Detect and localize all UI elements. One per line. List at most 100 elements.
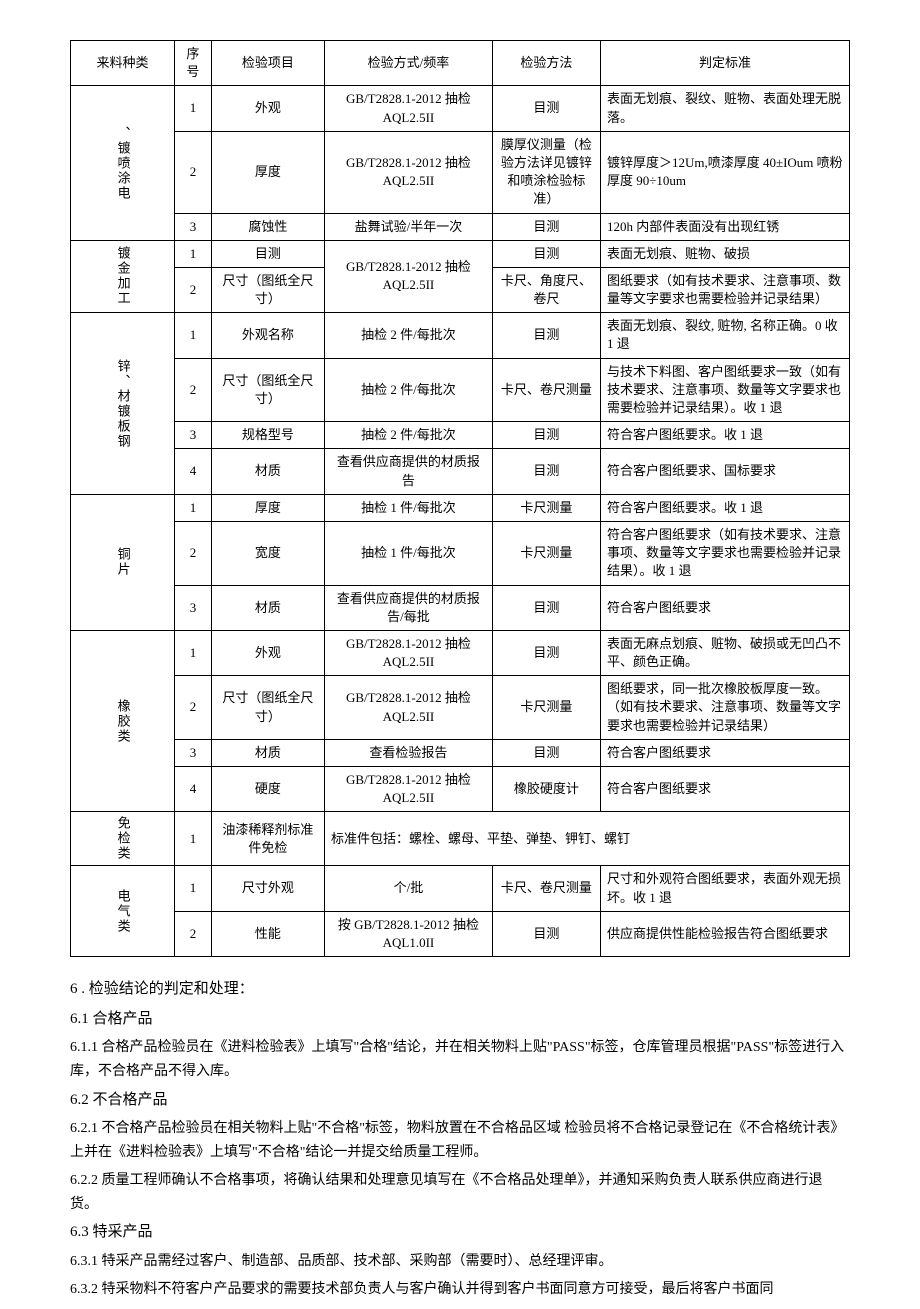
item-cell: 油漆稀释剂标准件免检 — [211, 812, 324, 866]
seq-cell: 3 — [174, 422, 211, 449]
freq-cell: 抽检 2 件/每批次 — [324, 313, 492, 358]
item-cell: 腐蚀性 — [211, 213, 324, 240]
method-cell: 目测 — [492, 313, 600, 358]
freq-cell: GB/T2828.1-2012 抽检 AQL2.5II — [324, 676, 492, 740]
criteria-cell: 符合客户图纸要求。收 1 退 — [600, 422, 849, 449]
header-category: 来料种类 — [71, 41, 175, 86]
seq-cell: 2 — [174, 267, 211, 312]
freq-cell: 抽检 1 件/每批次 — [324, 494, 492, 521]
table-row: 2 尺寸（图纸全尺寸） GB/T2828.1-2012 抽检 AQL2.5II … — [71, 676, 850, 740]
item-cell: 规格型号 — [211, 422, 324, 449]
table-row: 4 硬度 GB/T2828.1-2012 抽检 AQL2.5II 橡胶硬度计 符… — [71, 767, 850, 812]
freq-cell: GB/T2828.1-2012 抽检 AQL2.5II — [324, 630, 492, 675]
item-cell: 外观名称 — [211, 313, 324, 358]
seq-cell: 2 — [174, 131, 211, 213]
section-6-3: 6.3 特采产品 — [70, 1220, 850, 1246]
table-row: 4 材质 查看供应商提供的材质报告 目测 符合客户图纸要求、国标要求 — [71, 449, 850, 494]
category-cell: 橡胶类 — [71, 630, 175, 812]
category-cell: 免检类 — [71, 812, 175, 866]
freq-cell: 盐舞试验/半年一次 — [324, 213, 492, 240]
item-cell: 尺寸（图纸全尺寸） — [211, 676, 324, 740]
table-row: 锌、材镀板钢 1 外观名称 抽检 2 件/每批次 目测 表面无划痕、裂纹, 赃物… — [71, 313, 850, 358]
header-freq: 检验方式/频率 — [324, 41, 492, 86]
criteria-cell: 表面无划痕、裂纹, 赃物, 名称正确。0 收 1 退 — [600, 313, 849, 358]
paragraph-6-3-2: 6.3.2 特采物料不符客户产品要求的需要技术部负责人与客户确认并得到客户书面同… — [70, 1278, 850, 1302]
criteria-cell: 尺寸和外观符合图纸要求，表面外观无损坏。收 1 退 — [600, 866, 849, 911]
freq-cell: 抽检 1 件/每批次 — [324, 521, 492, 585]
category-cell: 锌、材镀板钢 — [71, 313, 175, 495]
item-cell: 尺寸（图纸全尺寸） — [211, 358, 324, 422]
paragraph-6-2-1: 6.2.1 不合格产品检验员在相关物料上贴"不合格"标签，物料放置在不合格品区域… — [70, 1117, 850, 1165]
method-cell: 目测 — [492, 240, 600, 267]
table-row: 3 材质 查看供应商提供的材质报告/每批 目测 符合客户图纸要求 — [71, 585, 850, 630]
item-cell: 外观 — [211, 86, 324, 131]
header-item: 检验项目 — [211, 41, 324, 86]
item-cell: 厚度 — [211, 494, 324, 521]
item-cell: 目测 — [211, 240, 324, 267]
text-section: 6 . 检验结论的判定和处理： 6.1 合格产品 6.1.1 合格产品检验员在《… — [70, 977, 850, 1301]
table-row: 2 宽度 抽检 1 件/每批次 卡尺测量 符合客户图纸要求（如有技术要求、注意事… — [71, 521, 850, 585]
item-cell: 尺寸（图纸全尺寸） — [211, 267, 324, 312]
section-6: 6 . 检验结论的判定和处理： — [70, 977, 850, 1003]
method-cell: 目测 — [492, 422, 600, 449]
table-row: 、镀喷涂电 1 外观 GB/T2828.1-2012 抽检 AQL2.5II 目… — [71, 86, 850, 131]
table-row: 镀金加工 1 目测 GB/T2828.1-2012 抽检 AQL2.5II 目测… — [71, 240, 850, 267]
freq-cell: 查看供应商提供的材质报告 — [324, 449, 492, 494]
seq-cell: 2 — [174, 521, 211, 585]
criteria-cell: 120h 内部件表面没有出现红锈 — [600, 213, 849, 240]
method-cell: 卡尺、卷尺测量 — [492, 358, 600, 422]
table-row: 3 腐蚀性 盐舞试验/半年一次 目测 120h 内部件表面没有出现红锈 — [71, 213, 850, 240]
table-header-row: 来料种类 序号 检验项目 检验方式/频率 检验方法 判定标准 — [71, 41, 850, 86]
item-cell: 性能 — [211, 911, 324, 956]
seq-cell: 1 — [174, 630, 211, 675]
item-cell: 尺寸外观 — [211, 866, 324, 911]
criteria-cell: 供应商提供性能检验报告符合图纸要求 — [600, 911, 849, 956]
section-6-2: 6.2 不合格产品 — [70, 1088, 850, 1114]
item-cell: 材质 — [211, 739, 324, 766]
method-cell: 橡胶硬度计 — [492, 767, 600, 812]
table-row: 电气类 1 尺寸外观 个/批 卡尺、卷尺测量 尺寸和外观符合图纸要求，表面外观无… — [71, 866, 850, 911]
item-cell: 宽度 — [211, 521, 324, 585]
seq-cell: 3 — [174, 585, 211, 630]
criteria-cell: 表面无麻点划痕、赃物、破损或无凹凸不平、颜色正确。 — [600, 630, 849, 675]
item-cell: 外观 — [211, 630, 324, 675]
freq-cell: GB/T2828.1-2012 抽检 AQL2.5II — [324, 86, 492, 131]
freq-cell: GB/T2828.1-2012 抽检 AQL2.5II — [324, 767, 492, 812]
freq-cell: GB/T2828.1-2012 抽检 AQL2.5II — [324, 240, 492, 313]
table-row: 橡胶类 1 外观 GB/T2828.1-2012 抽检 AQL2.5II 目测 … — [71, 630, 850, 675]
freq-cell: GB/T2828.1-2012 抽检 AQL2.5II — [324, 131, 492, 213]
method-cell: 卡尺、角度尺、卷尺 — [492, 267, 600, 312]
method-cell: 目测 — [492, 86, 600, 131]
method-cell: 目测 — [492, 911, 600, 956]
method-cell: 目测 — [492, 449, 600, 494]
freq-cell: 查看供应商提供的材质报告/每批 — [324, 585, 492, 630]
seq-cell: 1 — [174, 313, 211, 358]
criteria-cell: 图纸要求，同一批次橡胶板厚度一致。 （如有技术要求、注意事项、数量等文字要求也需… — [600, 676, 849, 740]
header-seq: 序号 — [174, 41, 211, 86]
item-cell: 厚度 — [211, 131, 324, 213]
header-method: 检验方法 — [492, 41, 600, 86]
seq-cell: 1 — [174, 86, 211, 131]
table-row: 3 材质 查看检验报告 目测 符合客户图纸要求 — [71, 739, 850, 766]
method-cell: 卡尺测量 — [492, 494, 600, 521]
criteria-cell: 表面无划痕、赃物、破损 — [600, 240, 849, 267]
table-row: 2 厚度 GB/T2828.1-2012 抽检 AQL2.5II 膜厚仪测量（检… — [71, 131, 850, 213]
method-cell: 目测 — [492, 739, 600, 766]
freq-cell: 查看检验报告 — [324, 739, 492, 766]
seq-cell: 1 — [174, 494, 211, 521]
criteria-cell: 图纸要求（如有技术要求、注意事项、数量等文字要求也需要检验并记录结果） — [600, 267, 849, 312]
criteria-cell: 镀锌厚度＞12Um,喷漆厚度 40±IOum 喷粉厚度 90÷10um — [600, 131, 849, 213]
seq-cell: 4 — [174, 449, 211, 494]
method-cell: 膜厚仪测量（检验方法详见镀锌和喷涂检验标准） — [492, 131, 600, 213]
table-row: 3 规格型号 抽检 2 件/每批次 目测 符合客户图纸要求。收 1 退 — [71, 422, 850, 449]
item-cell: 硬度 — [211, 767, 324, 812]
seq-cell: 2 — [174, 358, 211, 422]
table-row: 2 尺寸（图纸全尺寸） 抽检 2 件/每批次 卡尺、卷尺测量 与技术下料图、客户… — [71, 358, 850, 422]
criteria-cell: 与技术下料图、客户图纸要求一致（如有技术要求、注意事项、数量等文字要求也 需要检… — [600, 358, 849, 422]
method-cell: 卡尺测量 — [492, 676, 600, 740]
criteria-cell: 符合客户图纸要求。收 1 退 — [600, 494, 849, 521]
seq-cell: 3 — [174, 739, 211, 766]
category-cell: 电气类 — [71, 866, 175, 957]
seq-cell: 1 — [174, 812, 211, 866]
criteria-cell: 符合客户图纸要求 — [600, 767, 849, 812]
